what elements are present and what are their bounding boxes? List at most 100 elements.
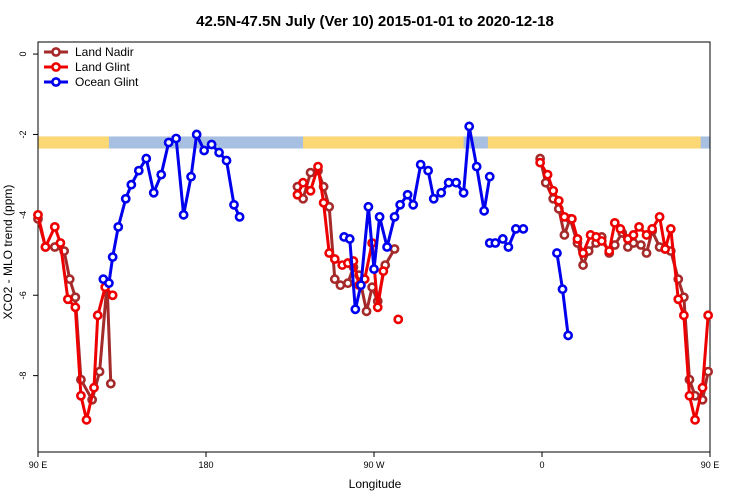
data-point-ocean-glint <box>374 211 385 222</box>
data-point-ocean-glint <box>464 121 475 132</box>
data-point-land-glint <box>313 161 323 172</box>
data-point-ocean-glint <box>458 187 469 198</box>
data-point-ocean-glint <box>395 199 406 210</box>
data-point-ocean-glint <box>423 165 434 176</box>
data-point-land-glint <box>697 382 708 393</box>
data-point-ocean-glint <box>206 139 217 150</box>
legend-label: Ocean Glint <box>75 75 139 89</box>
data-point-land-nadir <box>335 280 346 291</box>
data-point-ocean-glint <box>363 201 374 212</box>
data-point-land-glint <box>553 195 564 206</box>
data-point-land-glint <box>305 185 316 196</box>
data-point-land-glint <box>372 302 383 313</box>
data-point-land-nadir <box>641 248 652 258</box>
data-point-land-nadir <box>361 306 372 317</box>
data-point-land-glint <box>329 254 340 264</box>
band-land <box>303 136 464 149</box>
data-point-ocean-glint <box>382 242 392 252</box>
x-tick-label: 90 W <box>363 460 385 470</box>
data-point-ocean-glint <box>389 211 400 222</box>
data-point-ocean-glint <box>484 171 495 182</box>
data-point-ocean-glint <box>350 304 361 315</box>
data-point-land-glint <box>378 266 389 277</box>
data-point-land-glint <box>89 382 99 393</box>
data-point-land-nadir <box>578 260 588 270</box>
legend-item-land-nadir: Land Nadir <box>44 45 134 59</box>
data-point-ocean-glint <box>141 153 152 164</box>
data-point-land-glint <box>615 224 626 234</box>
data-point-land-glint <box>292 189 303 200</box>
y-tick-label: -4 <box>18 211 28 219</box>
data-point-land-nadir <box>305 167 316 178</box>
data-point-ocean-glint <box>490 238 501 248</box>
data-point-land-glint <box>634 222 644 232</box>
data-point-ocean-glint <box>107 252 118 262</box>
y-tick-label: -6 <box>18 291 28 299</box>
data-point-ocean-glint <box>120 193 131 204</box>
series-land-nadir <box>33 153 714 405</box>
land-ocean-band <box>38 136 710 149</box>
data-point-ocean-glint <box>186 171 196 182</box>
data-point-land-glint <box>578 248 588 258</box>
data-point-ocean-glint <box>148 187 159 198</box>
data-point-land-glint <box>62 294 73 305</box>
data-point-ocean-glint <box>369 264 379 275</box>
data-point-land-nadir <box>636 240 646 250</box>
data-point-land-glint <box>542 169 553 180</box>
series-line-ocean-glint <box>555 252 570 336</box>
data-point-ocean-glint <box>133 165 144 176</box>
data-point-land-glint <box>654 211 665 222</box>
data-point-ocean-glint <box>171 133 182 144</box>
data-point-land-nadir <box>559 230 570 240</box>
x-tick-label: 0 <box>539 460 544 470</box>
data-point-land-glint <box>566 213 577 224</box>
data-point-ocean-glint <box>191 129 202 140</box>
data-point-land-glint <box>596 236 607 246</box>
data-point-ocean-glint <box>503 242 514 252</box>
data-point-ocean-glint <box>104 278 114 289</box>
data-point-ocean-glint <box>214 147 224 158</box>
data-point-land-nadir <box>703 366 714 377</box>
data-point-land-glint <box>324 248 335 258</box>
data-point-ocean-glint <box>126 179 137 190</box>
data-point-ocean-glint <box>479 205 490 216</box>
data-point-ocean-glint <box>229 199 239 210</box>
data-point-land-glint <box>393 314 404 325</box>
x-tick-label: 90 E <box>701 460 720 470</box>
legend-label: Land Nadir <box>75 45 134 59</box>
data-point-ocean-glint <box>402 189 413 200</box>
data-point-land-glint <box>548 185 559 196</box>
data-point-ocean-glint <box>563 330 574 341</box>
y-tick-label: -2 <box>18 130 28 138</box>
x-tick-label: 180 <box>198 460 213 470</box>
data-point-land-glint <box>81 414 92 425</box>
series-layer <box>33 121 714 425</box>
data-point-ocean-glint <box>234 211 245 222</box>
data-point-land-glint <box>107 290 118 301</box>
data-point-land-glint <box>604 246 615 256</box>
data-point-ocean-glint <box>356 280 366 291</box>
x-axis-label: Longitude <box>349 477 402 491</box>
data-point-ocean-glint <box>199 145 210 156</box>
series-land-glint <box>33 157 714 425</box>
data-point-land-glint <box>609 217 620 228</box>
data-point-land-nadir <box>70 292 81 303</box>
y-axis-label: XCO2 - MLO trend (ppm) <box>1 185 15 320</box>
data-point-ocean-glint <box>163 137 174 148</box>
data-point-land-glint <box>33 209 43 220</box>
legend-swatch-marker <box>51 77 61 87</box>
data-point-ocean-glint <box>428 193 439 204</box>
data-point-ocean-glint <box>471 161 482 172</box>
data-point-ocean-glint <box>557 284 568 295</box>
data-point-land-glint <box>641 230 652 240</box>
data-point-ocean-glint <box>415 159 426 170</box>
band-land <box>487 136 701 149</box>
y-tick-label: 0 <box>18 52 28 57</box>
data-point-land-glint <box>673 294 684 305</box>
data-point-ocean-glint <box>156 169 167 180</box>
data-point-ocean-glint <box>451 177 462 188</box>
x-tick-label: 90 E <box>29 460 48 470</box>
data-point-land-glint <box>298 177 308 188</box>
